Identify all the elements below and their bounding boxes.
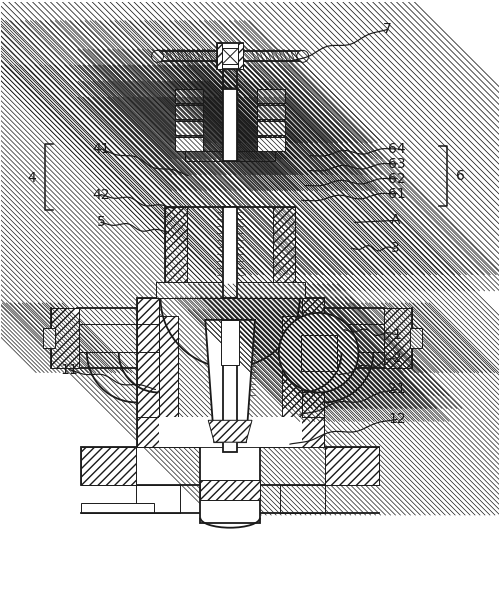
Bar xyxy=(410,328,422,348)
Text: 2: 2 xyxy=(393,350,402,365)
Bar xyxy=(158,417,302,447)
Bar xyxy=(136,485,180,513)
Text: 4: 4 xyxy=(27,171,36,185)
Bar xyxy=(176,137,204,151)
Bar xyxy=(176,121,204,135)
Text: 11: 11 xyxy=(60,363,78,376)
Bar xyxy=(176,89,204,103)
Text: 41: 41 xyxy=(92,142,110,156)
Text: 5: 5 xyxy=(96,215,105,230)
Text: A: A xyxy=(390,214,400,227)
Bar xyxy=(176,105,204,119)
Bar xyxy=(217,44,222,69)
Text: 63: 63 xyxy=(388,157,406,171)
Bar xyxy=(200,480,260,500)
Bar xyxy=(221,320,239,365)
Bar xyxy=(410,328,422,348)
Text: 21: 21 xyxy=(388,382,406,396)
Text: 1: 1 xyxy=(392,328,402,342)
Bar xyxy=(300,335,336,345)
Bar xyxy=(200,447,260,523)
Bar xyxy=(158,51,302,61)
Circle shape xyxy=(152,50,164,63)
Text: 7: 7 xyxy=(383,22,392,37)
Bar xyxy=(176,105,204,119)
Bar xyxy=(257,137,285,151)
Text: 62: 62 xyxy=(388,172,406,186)
Bar xyxy=(156,282,304,298)
Bar xyxy=(324,447,380,485)
Circle shape xyxy=(279,313,358,392)
Bar xyxy=(238,44,243,69)
Bar xyxy=(273,208,295,298)
Text: 61: 61 xyxy=(388,186,406,201)
Text: 3: 3 xyxy=(391,241,400,255)
Bar xyxy=(300,335,310,371)
Bar xyxy=(186,151,275,160)
Bar xyxy=(176,137,204,151)
Bar xyxy=(257,121,285,135)
Bar xyxy=(257,121,285,135)
Bar xyxy=(257,89,285,103)
Bar xyxy=(136,298,324,447)
Bar xyxy=(326,335,336,371)
Bar xyxy=(176,89,204,103)
Bar xyxy=(257,105,285,119)
Bar xyxy=(223,64,237,92)
Bar xyxy=(217,44,243,69)
Bar xyxy=(257,137,285,151)
Bar xyxy=(81,503,154,513)
Bar xyxy=(43,328,55,348)
Bar xyxy=(176,121,204,135)
Bar xyxy=(43,328,55,348)
Bar xyxy=(51,308,79,368)
Bar xyxy=(300,335,336,371)
Bar xyxy=(81,447,136,485)
Bar xyxy=(186,151,275,160)
Circle shape xyxy=(296,50,308,63)
Bar xyxy=(158,316,178,417)
Bar xyxy=(222,48,238,64)
Bar xyxy=(136,417,324,447)
Bar xyxy=(280,485,324,513)
Text: 42: 42 xyxy=(92,188,110,202)
Text: 6: 6 xyxy=(456,169,466,183)
Text: 12: 12 xyxy=(388,412,406,427)
Bar xyxy=(81,447,380,485)
Bar xyxy=(158,51,302,61)
Bar xyxy=(257,89,285,103)
Bar xyxy=(136,298,158,447)
Bar xyxy=(257,105,285,119)
Polygon shape xyxy=(208,420,252,442)
Bar xyxy=(302,298,324,447)
Polygon shape xyxy=(206,320,255,442)
Bar xyxy=(223,89,237,160)
Bar xyxy=(158,298,302,447)
Bar xyxy=(166,208,295,298)
Bar xyxy=(156,282,304,298)
Bar xyxy=(300,360,336,371)
Bar xyxy=(166,208,188,298)
Text: 64: 64 xyxy=(388,142,406,156)
Bar xyxy=(223,208,237,298)
Bar xyxy=(223,320,237,452)
Bar xyxy=(282,316,302,417)
Bar xyxy=(384,308,412,368)
